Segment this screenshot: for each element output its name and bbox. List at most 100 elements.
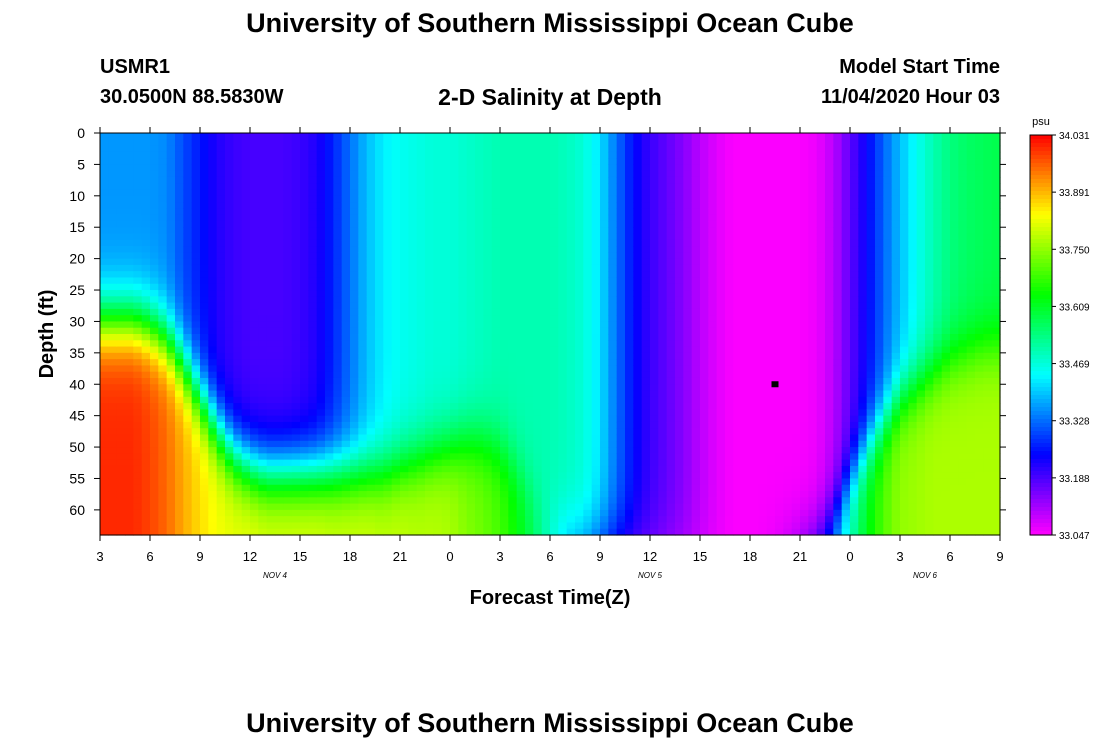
heatmap-cell (525, 202, 534, 209)
heatmap-cell (666, 220, 676, 228)
heatmap-cell (158, 264, 168, 272)
heatmap-cell (741, 528, 751, 536)
heatmap-cell (641, 283, 651, 291)
heatmap-cell (650, 415, 659, 423)
heatmap-cell (566, 315, 576, 323)
heatmap-cell (108, 409, 118, 417)
heatmap-cell (725, 409, 734, 417)
heatmap-cell (558, 220, 568, 228)
heatmap-cell (458, 340, 468, 348)
heatmap-cell (333, 258, 343, 266)
heatmap-cell (275, 139, 284, 147)
heatmap-cell (225, 290, 234, 297)
heatmap-cell (175, 359, 184, 367)
heatmap-cell (383, 145, 393, 153)
heatmap-cell (150, 484, 159, 492)
heatmap-cell (558, 497, 568, 505)
heatmap-cell (483, 440, 493, 448)
heatmap-cell (500, 396, 509, 404)
heatmap-cell (241, 271, 251, 279)
heatmap-cell (700, 497, 709, 505)
heatmap-cell (558, 208, 568, 216)
heatmap-cell (258, 478, 268, 486)
heatmap-cell (400, 503, 409, 511)
heatmap-cell (350, 359, 359, 367)
heatmap-cell (300, 239, 309, 247)
heatmap-cell (350, 327, 359, 335)
heatmap-cell (683, 208, 693, 216)
heatmap-cell (275, 327, 284, 335)
heatmap-cell (525, 509, 534, 517)
heatmap-cell (166, 321, 176, 329)
heatmap-cell (333, 271, 343, 279)
heatmap-cell (125, 409, 134, 417)
heatmap-cell (275, 365, 284, 373)
heatmap-cell (666, 290, 676, 297)
heatmap-cell (500, 409, 509, 417)
heatmap-cell (708, 139, 718, 147)
heatmap-cell (108, 434, 118, 442)
heatmap-cell (283, 283, 293, 291)
heatmap-cell (233, 371, 243, 379)
heatmap-cell (716, 509, 726, 517)
heatmap-cell (141, 302, 151, 310)
heatmap-cell (341, 522, 351, 530)
heatmap-cell (741, 453, 751, 461)
heatmap-cell (325, 371, 334, 379)
heatmap-cell (450, 133, 459, 140)
heatmap-cell (333, 277, 343, 285)
heatmap-cell (366, 516, 376, 524)
heatmap-cell (125, 170, 134, 178)
heatmap-cell (191, 465, 201, 473)
heatmap-cell (708, 252, 718, 260)
heatmap-cell (441, 396, 451, 404)
heatmap-cell (341, 465, 351, 473)
heatmap-cell (441, 516, 451, 524)
heatmap-cell (258, 434, 268, 442)
heatmap-cell (608, 503, 618, 511)
heatmap-cell (283, 290, 293, 297)
heatmap-cell (216, 509, 226, 517)
heatmap-cell (216, 528, 226, 536)
heatmap-cell (716, 384, 726, 392)
heatmap-cell (308, 377, 318, 385)
heatmap-cell (658, 340, 668, 348)
heatmap-cell (283, 346, 293, 354)
heatmap-cell (308, 409, 318, 417)
heatmap-cell (675, 334, 684, 341)
heatmap-cell (641, 453, 651, 461)
heatmap-cell (450, 321, 459, 329)
heatmap-cell (108, 315, 118, 323)
heatmap-cell (241, 346, 251, 354)
heatmap-cell (325, 472, 334, 480)
heatmap-cell (733, 522, 743, 530)
heatmap-cell (225, 327, 234, 335)
heatmap-cell (116, 258, 126, 266)
heatmap-cell (225, 465, 234, 473)
heatmap-cell (341, 195, 351, 203)
heatmap-cell (350, 447, 359, 454)
heatmap-cell (141, 365, 151, 373)
heatmap-cell (666, 365, 676, 373)
heatmap-cell (308, 447, 318, 454)
heatmap-cell (341, 264, 351, 272)
heatmap-cell (408, 264, 418, 272)
heatmap-cell (183, 264, 193, 272)
heatmap-cell (308, 509, 318, 517)
heatmap-cell (250, 415, 259, 423)
heatmap-cell (358, 220, 368, 228)
heatmap-cell (233, 227, 243, 235)
heatmap-cell (558, 183, 568, 191)
heatmap-cell (350, 252, 359, 260)
heatmap-cell (491, 421, 501, 429)
heatmap-cell (641, 371, 651, 379)
heatmap-cell (591, 459, 601, 467)
heatmap-cell (441, 377, 451, 385)
heatmap-cell (133, 271, 143, 279)
heatmap-cell (333, 189, 343, 197)
heatmap-cell (283, 396, 293, 404)
heatmap-cell (516, 195, 526, 203)
heatmap-cell (633, 321, 643, 329)
heatmap-cell (458, 522, 468, 530)
